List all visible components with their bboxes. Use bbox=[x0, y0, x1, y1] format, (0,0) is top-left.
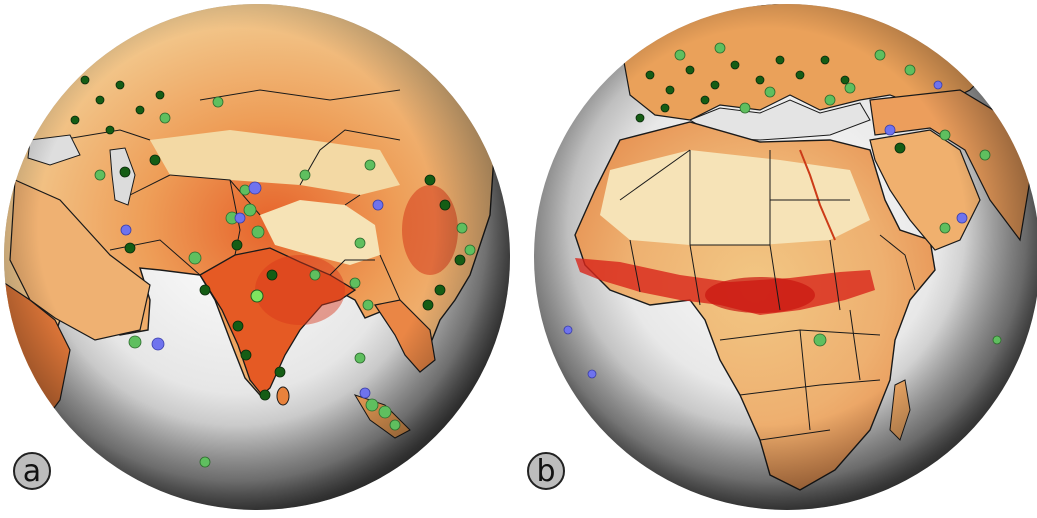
blue-station-marker bbox=[933, 80, 943, 90]
station-marker bbox=[389, 419, 401, 431]
station-marker bbox=[979, 149, 991, 161]
station-marker bbox=[95, 95, 105, 105]
station-marker bbox=[894, 142, 906, 154]
markers-b bbox=[563, 42, 1002, 379]
station-marker bbox=[266, 269, 278, 281]
station-marker bbox=[434, 284, 446, 296]
station-marker bbox=[124, 242, 136, 254]
station-marker bbox=[874, 49, 886, 61]
station-marker bbox=[824, 94, 836, 106]
markers-a bbox=[70, 75, 476, 468]
panel-label-a: a bbox=[13, 452, 51, 490]
station-marker bbox=[456, 222, 468, 234]
station-marker bbox=[700, 95, 710, 105]
station-marker bbox=[149, 154, 161, 166]
station-marker bbox=[904, 64, 916, 76]
blue-station-marker bbox=[956, 212, 968, 224]
station-marker bbox=[70, 115, 80, 125]
blue-station-marker bbox=[151, 337, 165, 351]
station-marker bbox=[128, 335, 142, 349]
station-marker bbox=[635, 113, 645, 123]
station-marker bbox=[212, 96, 224, 108]
station-marker bbox=[251, 225, 265, 239]
station-marker bbox=[665, 85, 675, 95]
station-marker bbox=[135, 105, 145, 115]
blue-station-marker bbox=[587, 369, 597, 379]
station-marker bbox=[239, 184, 251, 196]
station-marker bbox=[232, 320, 244, 332]
station-marker bbox=[349, 277, 361, 289]
station-marker bbox=[844, 82, 856, 94]
station-marker bbox=[364, 159, 376, 171]
station-marker bbox=[309, 269, 321, 281]
station-marker bbox=[660, 103, 670, 113]
blue-station-marker bbox=[120, 224, 132, 236]
station-marker bbox=[739, 102, 751, 114]
blue-station-marker bbox=[372, 199, 384, 211]
station-marker bbox=[795, 70, 805, 80]
station-marker bbox=[365, 398, 379, 412]
station-marker bbox=[685, 65, 695, 75]
globe-a bbox=[4, 4, 510, 510]
station-marker bbox=[155, 90, 165, 100]
station-marker bbox=[94, 169, 106, 181]
station-marker bbox=[199, 284, 211, 296]
panel-label-b: b bbox=[527, 452, 565, 490]
station-marker bbox=[764, 86, 776, 98]
station-marker bbox=[259, 389, 271, 401]
station-marker bbox=[755, 75, 765, 85]
blue-station-marker bbox=[248, 181, 262, 195]
station-marker bbox=[274, 366, 286, 378]
station-marker bbox=[422, 299, 434, 311]
station-marker bbox=[115, 80, 125, 90]
station-marker bbox=[439, 199, 451, 211]
station-marker bbox=[243, 203, 257, 217]
station-marker bbox=[80, 75, 90, 85]
station-marker bbox=[354, 352, 366, 364]
station-marker bbox=[378, 405, 392, 419]
station-marker bbox=[424, 174, 436, 186]
station-marker bbox=[840, 75, 850, 85]
station-marker bbox=[820, 55, 830, 65]
globe-a-shade bbox=[4, 4, 510, 510]
station-marker bbox=[231, 239, 243, 251]
station-marker bbox=[939, 129, 951, 141]
blue-station-marker bbox=[234, 212, 246, 224]
station-marker bbox=[730, 60, 740, 70]
station-marker bbox=[710, 80, 720, 90]
station-marker bbox=[199, 456, 211, 468]
station-marker bbox=[159, 112, 171, 124]
globe-b bbox=[534, 4, 1037, 510]
station-marker bbox=[240, 349, 252, 361]
station-marker bbox=[674, 49, 686, 61]
station-marker bbox=[119, 166, 131, 178]
station-marker-highlight bbox=[250, 289, 264, 303]
station-marker bbox=[775, 55, 785, 65]
station-marker bbox=[188, 251, 202, 265]
station-marker bbox=[992, 335, 1002, 345]
station-marker bbox=[354, 237, 366, 249]
station-marker bbox=[454, 254, 466, 266]
station-marker bbox=[939, 222, 951, 234]
station-marker bbox=[105, 125, 115, 135]
station-marker bbox=[464, 244, 476, 256]
station-marker bbox=[813, 333, 827, 347]
blue-station-marker bbox=[563, 325, 573, 335]
globe-b-shade bbox=[534, 4, 1037, 510]
blue-station-marker bbox=[884, 124, 896, 136]
station-marker bbox=[299, 169, 311, 181]
station-marker bbox=[714, 42, 726, 54]
station-marker bbox=[645, 70, 655, 80]
station-marker bbox=[362, 299, 374, 311]
blue-station-marker bbox=[359, 387, 371, 399]
